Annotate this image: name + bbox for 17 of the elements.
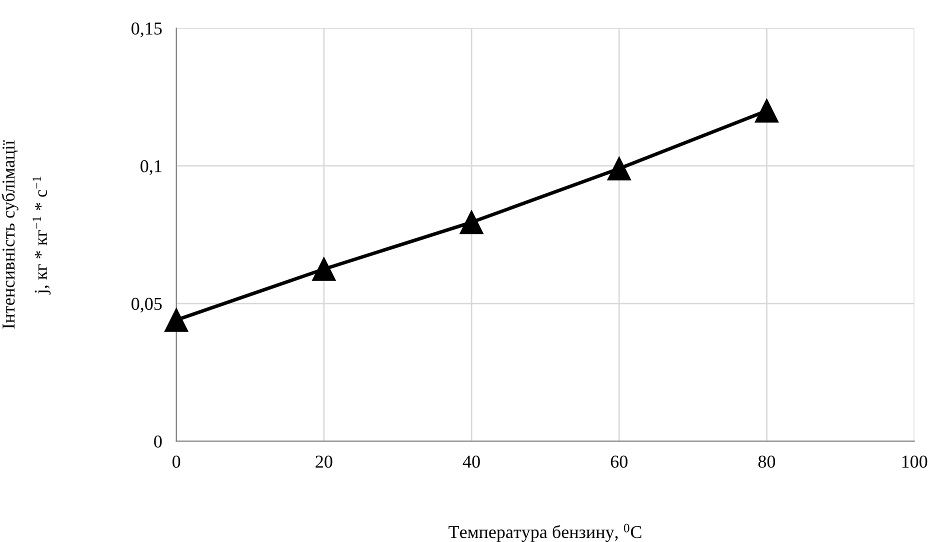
y-tick-label: 0,1 [140, 160, 162, 175]
point [460, 210, 484, 234]
point [607, 156, 631, 180]
x-axis-title: Температура бензину, $^{0}$C [448, 524, 642, 542]
x-tick-label: 100 [902, 456, 928, 468]
x-tick-label: 80 [758, 456, 776, 468]
point [312, 257, 336, 281]
x-tick-label: 0 [172, 456, 180, 468]
x-tick-label: 40 [462, 456, 480, 468]
y-tick-label: 0,15 [132, 22, 162, 38]
y-axis-title: Інтенсивність сублімації j, кг * кг$^{−1}$ * с$^{−1}$ [2, 140, 51, 329]
x-tick-label: 20 [316, 456, 332, 468]
x-tick-label: 60 [610, 456, 628, 468]
y-tick-label: 0,05 [132, 298, 162, 313]
y-tick-label: 0 [154, 435, 162, 448]
point [164, 308, 188, 332]
point [754, 98, 779, 123]
